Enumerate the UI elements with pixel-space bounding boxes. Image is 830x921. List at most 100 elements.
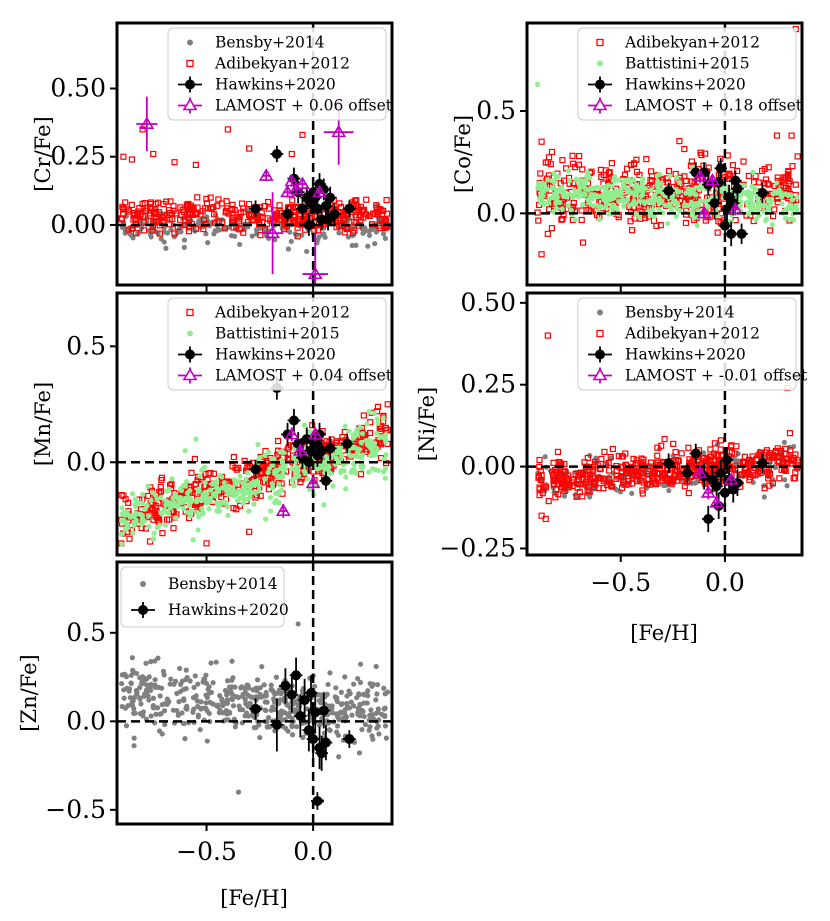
data-point bbox=[575, 161, 583, 168]
data-point bbox=[675, 458, 682, 465]
hawkins-point bbox=[710, 473, 723, 500]
xticks-co bbox=[619, 285, 726, 292]
data-point bbox=[733, 443, 740, 450]
data-point bbox=[789, 197, 795, 203]
data-point bbox=[351, 681, 357, 687]
data-point bbox=[553, 174, 559, 180]
data-point bbox=[362, 446, 369, 453]
data-point bbox=[662, 202, 668, 208]
data-point bbox=[288, 150, 295, 158]
xtick-label: −0.5 bbox=[590, 568, 651, 597]
data-point bbox=[248, 694, 254, 700]
data-point bbox=[119, 511, 126, 517]
data-point bbox=[250, 687, 256, 693]
data-point bbox=[365, 688, 371, 694]
data-point bbox=[255, 441, 261, 448]
data-point bbox=[649, 200, 656, 206]
data-point bbox=[605, 182, 611, 188]
data-point bbox=[304, 476, 310, 482]
data-point bbox=[132, 230, 140, 237]
data-point bbox=[375, 467, 382, 474]
legend-label: Bensby+2014 bbox=[215, 34, 325, 52]
data-point bbox=[788, 132, 795, 139]
data-point bbox=[321, 502, 327, 508]
data-point bbox=[170, 495, 176, 501]
data-point bbox=[216, 227, 223, 233]
lamost-point bbox=[700, 485, 716, 500]
legend-label: Bensby+2014 bbox=[168, 575, 278, 593]
data-point bbox=[701, 450, 707, 456]
data-point bbox=[538, 138, 545, 145]
data-point bbox=[640, 479, 647, 486]
data-point bbox=[639, 179, 645, 185]
data-point bbox=[164, 230, 171, 236]
hawkins-point bbox=[689, 443, 702, 464]
ytick-label: 0.0 bbox=[476, 198, 516, 227]
data-point bbox=[178, 681, 184, 687]
data-point bbox=[643, 156, 650, 163]
data-point bbox=[129, 491, 136, 497]
data-point bbox=[129, 655, 135, 661]
data-point bbox=[360, 412, 367, 419]
data-point bbox=[276, 202, 283, 209]
hawkins-point bbox=[279, 668, 292, 704]
data-point bbox=[262, 699, 268, 705]
data-point bbox=[306, 429, 312, 435]
data-point bbox=[318, 700, 324, 706]
data-point bbox=[223, 207, 230, 215]
data-point bbox=[372, 451, 378, 458]
data-point bbox=[743, 471, 750, 478]
data-point bbox=[243, 701, 249, 707]
data-point bbox=[755, 207, 761, 213]
data-point bbox=[311, 683, 318, 689]
data-point bbox=[554, 448, 562, 456]
errseries-co-3 bbox=[692, 168, 743, 220]
data-point bbox=[651, 193, 657, 199]
data-point bbox=[621, 203, 627, 209]
data-point bbox=[746, 190, 752, 196]
data-point bbox=[344, 693, 350, 699]
data-point bbox=[339, 701, 345, 707]
data-point bbox=[274, 437, 282, 445]
data-point bbox=[166, 500, 173, 506]
data-point bbox=[694, 479, 700, 485]
data-point bbox=[156, 728, 163, 734]
data-point bbox=[343, 474, 349, 480]
data-point bbox=[281, 226, 288, 233]
data-point bbox=[352, 212, 359, 219]
data-point bbox=[219, 699, 226, 705]
data-point bbox=[323, 438, 330, 445]
data-point bbox=[569, 152, 576, 159]
data-point bbox=[198, 706, 204, 712]
data-point bbox=[336, 200, 343, 207]
data-point bbox=[598, 184, 604, 190]
data-point bbox=[651, 477, 658, 484]
data-point bbox=[200, 216, 208, 223]
data-point bbox=[583, 473, 591, 480]
data-point bbox=[360, 206, 368, 213]
data-point bbox=[623, 469, 630, 477]
data-point bbox=[750, 169, 756, 175]
data-point bbox=[161, 672, 167, 678]
data-point bbox=[363, 196, 370, 203]
data-point bbox=[360, 708, 366, 715]
data-point bbox=[717, 446, 724, 453]
data-point bbox=[214, 703, 220, 709]
data-point bbox=[713, 451, 720, 458]
data-point bbox=[541, 201, 547, 207]
data-point bbox=[234, 497, 241, 504]
data-point bbox=[538, 512, 545, 519]
data-point bbox=[608, 160, 615, 167]
data-point bbox=[342, 423, 348, 429]
data-point bbox=[215, 488, 222, 494]
data-point bbox=[690, 462, 698, 469]
lamost-point bbox=[288, 181, 304, 195]
data-point bbox=[182, 448, 188, 454]
data-point bbox=[573, 493, 580, 500]
data-point bbox=[171, 681, 177, 687]
hawkins-point bbox=[319, 471, 333, 491]
data-point bbox=[656, 195, 662, 201]
data-point bbox=[374, 403, 382, 410]
data-point bbox=[749, 201, 756, 207]
data-point bbox=[351, 703, 357, 709]
